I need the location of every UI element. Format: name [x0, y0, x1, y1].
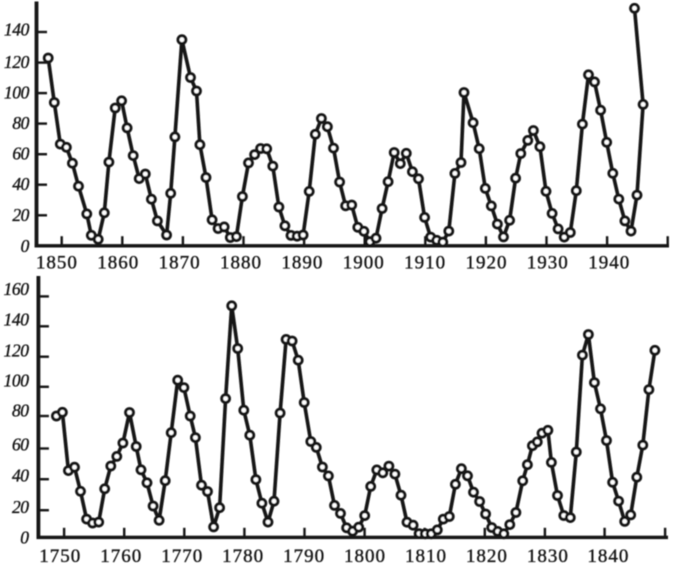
svg-text:1780: 1780: [222, 546, 263, 564]
svg-text:1800: 1800: [344, 546, 385, 564]
svg-text:1880: 1880: [220, 253, 261, 274]
svg-text:1810: 1810: [405, 546, 446, 564]
svg-text:1790: 1790: [283, 546, 324, 564]
svg-text:1890: 1890: [281, 253, 322, 274]
svg-text:0: 0: [20, 527, 29, 547]
svg-text:1940: 1940: [588, 253, 629, 274]
svg-text:1770: 1770: [161, 546, 202, 564]
svg-text:100: 100: [4, 83, 30, 103]
svg-text:20: 20: [12, 205, 29, 225]
svg-text:1820: 1820: [466, 546, 507, 564]
svg-text:1760: 1760: [100, 546, 141, 564]
svg-text:40: 40: [12, 174, 29, 194]
svg-text:60: 60: [12, 144, 29, 164]
svg-text:1930: 1930: [527, 253, 568, 274]
svg-text:1870: 1870: [159, 253, 200, 274]
svg-text:1750: 1750: [39, 546, 80, 564]
svg-text:140: 140: [4, 20, 30, 40]
svg-text:20: 20: [12, 497, 29, 517]
svg-text:120: 120: [4, 340, 30, 360]
svg-text:160: 160: [4, 279, 30, 299]
svg-text:40: 40: [12, 466, 29, 486]
svg-text:60: 60: [12, 435, 29, 455]
svg-text:1910: 1910: [404, 253, 445, 274]
svg-text:140: 140: [4, 310, 30, 330]
svg-text:100: 100: [4, 370, 30, 390]
svg-text:1900: 1900: [343, 253, 384, 274]
svg-text:1850: 1850: [36, 253, 77, 274]
svg-text:80: 80: [12, 113, 29, 133]
svg-text:1920: 1920: [466, 253, 507, 274]
svg-text:80: 80: [12, 401, 29, 421]
svg-text:1840: 1840: [587, 546, 628, 564]
svg-text:1830: 1830: [527, 546, 568, 564]
svg-text:120: 120: [4, 52, 30, 72]
svg-text:0: 0: [21, 236, 30, 256]
svg-text:1860: 1860: [97, 253, 138, 274]
